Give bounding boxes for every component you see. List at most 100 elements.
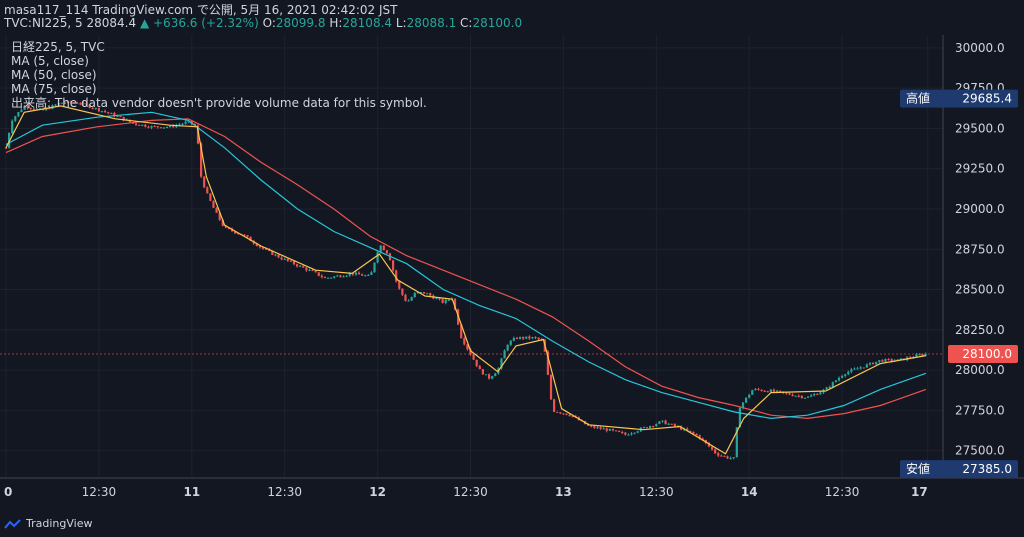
price-tick-label: 30000.0 <box>955 41 1005 55</box>
grid <box>0 35 943 478</box>
candle-body <box>326 277 330 279</box>
candle-body <box>528 336 531 339</box>
candle-body <box>339 275 342 277</box>
candle-body <box>738 407 742 428</box>
candle-body <box>549 374 553 400</box>
open-label: O: <box>262 16 276 30</box>
price-tick-label: 28250.0 <box>955 323 1005 337</box>
price-tick-label: 29500.0 <box>955 121 1005 135</box>
candle-body <box>364 275 367 277</box>
last-price-marker-box <box>948 344 1018 363</box>
candle-body <box>45 108 48 111</box>
candle-body <box>110 112 113 114</box>
candle-body <box>323 277 327 279</box>
candle-body <box>441 299 444 303</box>
candle-body <box>701 438 704 440</box>
candle-body <box>475 359 478 366</box>
high-marker-value: 29685.4 <box>962 92 1012 106</box>
candle-body <box>714 449 717 454</box>
candle-body <box>385 250 388 254</box>
candle-body <box>837 377 841 381</box>
candle-body <box>119 116 122 118</box>
candle-body <box>503 350 506 359</box>
price-tick-label: 27750.0 <box>955 403 1005 417</box>
candle-body <box>361 274 364 276</box>
candle-body <box>816 394 819 396</box>
candle-body <box>525 336 528 339</box>
candle-body <box>726 456 729 459</box>
candle-body <box>915 354 918 358</box>
price-markers: 高値 29685.4 28100.0 安値 27385.0 <box>900 89 1018 479</box>
candle-body <box>732 457 735 459</box>
candle-body <box>772 389 776 392</box>
candle-body <box>618 430 621 432</box>
candle-body <box>258 246 262 248</box>
candle-body <box>509 340 512 345</box>
legend-ma50: MA (50, close) <box>11 68 97 82</box>
candle-body <box>348 273 351 276</box>
candle-body <box>48 108 51 110</box>
candle-body <box>410 297 413 301</box>
candle-body <box>277 254 280 258</box>
candle-body <box>212 200 215 208</box>
candle-body <box>11 120 14 133</box>
candle-body <box>797 395 800 397</box>
candle-body <box>169 125 172 127</box>
candle-body <box>76 102 79 104</box>
candle-body <box>720 455 723 457</box>
candle-body <box>165 126 169 128</box>
candle-body <box>748 394 751 398</box>
candle-body <box>426 293 429 295</box>
price-tick-label: 28500.0 <box>955 283 1005 297</box>
candle-body <box>29 108 32 110</box>
candle-body <box>760 389 763 391</box>
candle-body <box>729 458 732 460</box>
candle-body <box>590 425 593 427</box>
candle-body <box>181 123 184 125</box>
candle-body <box>608 428 611 431</box>
candle-body <box>630 433 633 435</box>
candle-body <box>865 364 868 368</box>
candle-body <box>162 127 166 129</box>
candle-body <box>707 443 711 447</box>
candle-body <box>141 124 144 126</box>
candle-body <box>878 360 881 362</box>
candle-body <box>156 126 159 128</box>
candle-body <box>875 361 878 365</box>
time-tick-label: 14 <box>741 485 758 499</box>
tradingview-logo[interactable]: TradingView <box>4 517 92 530</box>
candle-body <box>763 390 766 392</box>
candle-body <box>100 111 104 113</box>
candle-body <box>828 387 831 389</box>
candle-body <box>788 393 791 395</box>
low-value: 28088.1 <box>406 16 457 30</box>
candle-body <box>884 359 887 362</box>
high-marker-label: 高値 <box>906 91 930 106</box>
candle-body <box>611 428 615 431</box>
candle-body <box>717 453 720 456</box>
time-tick-label: 12 <box>369 485 386 499</box>
candle-body <box>921 354 924 356</box>
candle-body <box>302 265 305 268</box>
price-tick-label: 28750.0 <box>955 242 1005 256</box>
candle-body <box>138 124 141 126</box>
candle-body <box>14 116 17 121</box>
candle-body <box>698 435 701 439</box>
candle-body <box>463 338 466 345</box>
candle-body <box>834 380 838 383</box>
candle-body <box>769 389 772 393</box>
price-tick-label: 29250.0 <box>955 162 1005 176</box>
high-value: 28108.4 <box>342 16 393 30</box>
candle-body <box>283 258 286 260</box>
candle-body <box>664 420 667 425</box>
candle-body <box>518 336 522 339</box>
publish-info: masa117_114 TradingView.com で公開, 5月 16, … <box>4 3 398 17</box>
candle-body <box>766 391 769 393</box>
candle-body <box>255 243 258 247</box>
candle-body <box>847 371 850 375</box>
close-value: 28100.0 <box>472 16 523 30</box>
candle-body <box>215 207 218 213</box>
candle-body <box>546 351 550 375</box>
candle-body <box>274 254 277 256</box>
